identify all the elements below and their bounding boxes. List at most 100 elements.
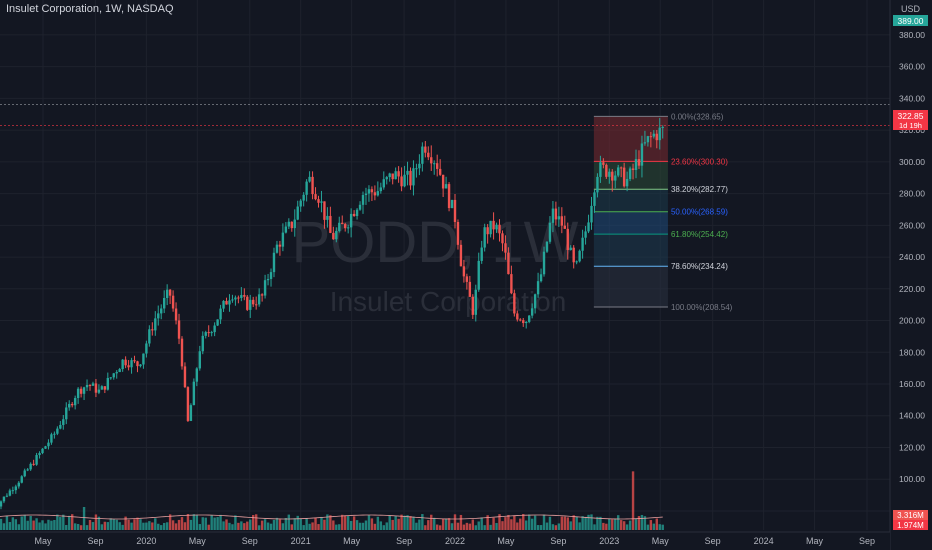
volume-bar bbox=[441, 518, 445, 530]
y-tick-label: 340.00 bbox=[899, 93, 925, 103]
fib-level-label: 61.80%(254.42) bbox=[671, 230, 728, 239]
candle-body bbox=[243, 295, 246, 297]
candle-body bbox=[433, 163, 436, 165]
candle-body bbox=[367, 189, 371, 194]
candle-body bbox=[335, 231, 338, 240]
chart-title: Insulet Corporation, 1W, NASDAQ bbox=[6, 3, 174, 15]
y-tick-label: 220.00 bbox=[899, 284, 925, 294]
volume-bar bbox=[228, 522, 231, 530]
candle-body bbox=[346, 227, 350, 229]
volume-bar bbox=[142, 522, 145, 530]
candle-body bbox=[385, 177, 388, 180]
volume-bar bbox=[599, 516, 602, 530]
x-tick-label: Sep bbox=[396, 536, 412, 546]
volume-bar bbox=[38, 522, 41, 530]
volume-bar bbox=[495, 523, 498, 530]
candle-body bbox=[560, 216, 564, 226]
candle-body bbox=[587, 222, 590, 232]
volume-bar bbox=[296, 515, 299, 530]
candle-body bbox=[257, 294, 261, 305]
volume-bar bbox=[94, 514, 98, 530]
volume-bar bbox=[385, 522, 388, 530]
candle-body bbox=[373, 192, 377, 196]
volume-bar bbox=[373, 523, 377, 530]
volume-bar bbox=[625, 524, 629, 530]
candle-body bbox=[444, 184, 448, 189]
volume-bar bbox=[115, 519, 118, 530]
candle-body bbox=[231, 299, 234, 301]
candle-body bbox=[643, 142, 647, 144]
candle-body bbox=[38, 453, 41, 456]
candle-body bbox=[655, 133, 658, 141]
candle-body bbox=[8, 490, 12, 496]
volume-bar bbox=[376, 516, 380, 530]
volume-bar bbox=[17, 524, 20, 530]
volume-ma-line bbox=[0, 514, 663, 520]
volume-bar bbox=[640, 514, 644, 530]
candle-body bbox=[510, 274, 513, 294]
candle-body bbox=[275, 244, 279, 253]
candle-body bbox=[539, 274, 543, 282]
candle-body bbox=[91, 383, 95, 386]
volume-bar bbox=[364, 520, 368, 530]
candle-body bbox=[151, 329, 154, 331]
volume-ma-value: 3.316M bbox=[897, 511, 924, 520]
volume-bar bbox=[243, 523, 246, 530]
candle-body bbox=[462, 266, 466, 277]
candle-body bbox=[20, 476, 23, 483]
candle-body bbox=[76, 388, 80, 399]
volume-bar bbox=[388, 515, 391, 530]
candle-body bbox=[269, 272, 273, 279]
volume-bar bbox=[26, 520, 29, 530]
volume-bar bbox=[332, 520, 335, 530]
candle-body bbox=[290, 221, 293, 229]
volume-bar bbox=[617, 515, 620, 530]
candle-body bbox=[355, 209, 359, 217]
volume-bar bbox=[97, 516, 101, 530]
candle-body bbox=[551, 208, 555, 223]
volume-bar bbox=[489, 524, 492, 530]
high-price-value: 389.00 bbox=[898, 16, 924, 26]
candle-body bbox=[145, 343, 148, 354]
fib-zone bbox=[593, 266, 668, 307]
candle-body bbox=[2, 496, 6, 502]
candle-body bbox=[293, 219, 296, 229]
fib-zone bbox=[593, 234, 668, 267]
candle-body bbox=[56, 428, 59, 434]
candle-body bbox=[308, 176, 311, 182]
candle-body bbox=[5, 495, 9, 497]
candle-body bbox=[397, 171, 400, 177]
candle-body bbox=[314, 194, 317, 200]
volume-value: 1.974M bbox=[897, 521, 924, 530]
candle-body bbox=[219, 308, 222, 320]
candle-body bbox=[136, 361, 139, 367]
volume-bar bbox=[222, 521, 225, 530]
candle-body bbox=[427, 152, 430, 158]
volume-bar bbox=[622, 521, 626, 530]
x-tick-label: May bbox=[497, 536, 515, 546]
volume-bar bbox=[29, 515, 32, 530]
candle-body bbox=[272, 252, 276, 273]
volume-bar bbox=[73, 523, 77, 530]
candle-body bbox=[82, 387, 86, 394]
volume-bar bbox=[118, 522, 121, 530]
volume-bar bbox=[453, 514, 457, 530]
volume-bar bbox=[151, 522, 154, 530]
volume-bar bbox=[278, 519, 282, 530]
candle-body bbox=[441, 174, 445, 189]
candle-body bbox=[165, 289, 169, 299]
volume-bar bbox=[160, 525, 163, 530]
volume-bar bbox=[133, 519, 136, 530]
candle-body bbox=[430, 157, 433, 164]
volume-bar bbox=[536, 525, 540, 530]
candle-body bbox=[352, 213, 356, 217]
candle-body bbox=[637, 159, 641, 166]
fib-level-label: 78.60%(234.24) bbox=[671, 262, 728, 271]
candle-body bbox=[320, 201, 323, 203]
candle-body bbox=[109, 377, 112, 379]
candle-body bbox=[489, 220, 492, 235]
volume-bar bbox=[82, 507, 86, 530]
volume-bar bbox=[652, 523, 656, 530]
candle-body bbox=[162, 298, 166, 309]
